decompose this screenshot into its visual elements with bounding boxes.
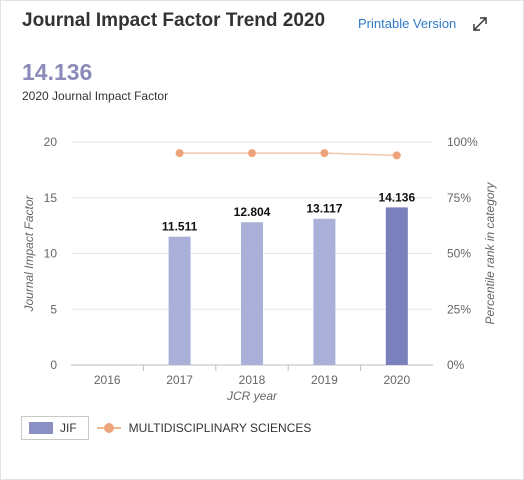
jif-bar <box>241 222 263 365</box>
y2-tick-label: 75% <box>447 191 471 205</box>
y-tick-label: 10 <box>44 247 58 261</box>
y2-tick-label: 0% <box>447 358 465 372</box>
y-tick-label: 0 <box>50 358 57 372</box>
x-tick-label: 2017 <box>166 373 193 387</box>
legend-label-category: MULTIDISCIPLINARY SCIENCES <box>128 421 312 435</box>
legend: JIF MULTIDISCIPLINARY SCIENCES <box>21 415 311 441</box>
x-tick-label: 2019 <box>311 373 338 387</box>
legend-item-jif[interactable]: JIF <box>21 416 89 440</box>
legend-label-jif: JIF <box>60 421 77 435</box>
x-tick-label: 2020 <box>383 373 410 387</box>
jif-data-label: 11.511 <box>162 220 198 234</box>
percentile-point <box>392 151 401 160</box>
y-tick-label: 15 <box>44 191 58 205</box>
y2-axis-title: Percentile rank in category <box>483 181 497 324</box>
y-tick-label: 20 <box>44 135 58 149</box>
impact-factor-value: 14.136 <box>22 59 93 85</box>
x-axis-title: JCR year <box>226 389 278 403</box>
percentile-point <box>248 149 256 158</box>
jif-data-label: 14.136 <box>378 190 415 204</box>
jif-bar <box>313 218 336 365</box>
x-tick-label: 2016 <box>94 373 121 387</box>
printable-version-link[interactable]: Printable Version <box>358 16 457 31</box>
jif-bar <box>385 207 408 365</box>
jif-data-label: 13.117 <box>306 202 342 216</box>
jif-bar <box>168 236 191 365</box>
y-axis-title: Journal Impact Factor <box>22 194 36 312</box>
chart-title: Journal Impact Factor Trend 2020 <box>22 10 326 31</box>
impact-factor-label: 2020 Journal Impact Factor <box>22 89 169 103</box>
expand-arrows-icon[interactable] <box>471 15 489 33</box>
x-tick-label: 2018 <box>239 373 266 387</box>
percentile-point <box>320 149 329 158</box>
jif-chart: 0 5 10 15 20 0% 25% 50% 75% 100% 2016 2017 2018 2019 2… <box>22 135 497 403</box>
percentile-line <box>179 152 397 157</box>
jif-data-label: 12.804 <box>234 205 271 219</box>
category-swatch <box>96 422 121 434</box>
y-tick-label: 5 <box>50 302 57 316</box>
y2-tick-label: 25% <box>447 302 471 316</box>
legend-item-category[interactable]: MULTIDISCIPLINARY SCIENCES <box>96 421 312 435</box>
percentile-point <box>175 149 184 158</box>
y2-tick-label: 100% <box>447 135 478 149</box>
y2-tick-label: 50% <box>447 247 471 261</box>
jif-swatch <box>29 422 53 434</box>
